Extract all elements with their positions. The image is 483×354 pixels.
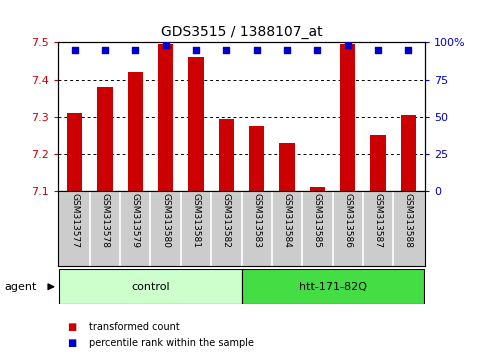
Bar (280, 143, 295, 191)
Bar (401, 115, 416, 191)
Bar (340, 44, 355, 191)
Text: control: control (131, 282, 170, 292)
Text: GSM313581: GSM313581 (191, 193, 200, 249)
Text: GSM313586: GSM313586 (343, 193, 352, 249)
Text: GSM313585: GSM313585 (313, 193, 322, 249)
Text: GDS3515 / 1388107_at: GDS3515 / 1388107_at (161, 25, 322, 39)
Point (374, 47, 382, 53)
Point (223, 47, 230, 53)
Text: GSM313588: GSM313588 (404, 193, 413, 249)
Text: GSM313580: GSM313580 (161, 193, 170, 249)
Point (313, 47, 321, 53)
Text: GSM313587: GSM313587 (373, 193, 383, 249)
Bar (219, 119, 234, 191)
Bar (128, 72, 143, 191)
Bar (249, 126, 264, 191)
Point (162, 42, 170, 48)
Point (101, 47, 109, 53)
Point (283, 47, 291, 53)
Text: agent: agent (5, 282, 37, 292)
Point (71, 47, 79, 53)
Text: GSM313578: GSM313578 (100, 193, 110, 249)
Point (404, 47, 412, 53)
Text: GSM313582: GSM313582 (222, 193, 231, 248)
Point (344, 42, 352, 48)
Bar (158, 44, 173, 191)
Text: ■: ■ (68, 322, 77, 332)
Text: ■: ■ (68, 338, 77, 348)
Text: percentile rank within the sample: percentile rank within the sample (89, 338, 255, 348)
Point (192, 47, 200, 53)
Text: GSM313583: GSM313583 (252, 193, 261, 249)
Bar (310, 187, 325, 191)
Text: htt-171-82Q: htt-171-82Q (298, 282, 367, 292)
Bar (188, 57, 203, 191)
Bar (242, 269, 424, 304)
Bar (98, 87, 113, 191)
Text: GSM313579: GSM313579 (131, 193, 140, 249)
Text: transformed count: transformed count (89, 322, 180, 332)
Text: GSM313584: GSM313584 (283, 193, 292, 248)
Bar (67, 113, 82, 191)
Point (131, 47, 139, 53)
Point (253, 47, 260, 53)
Bar (370, 135, 385, 191)
Text: GSM313577: GSM313577 (70, 193, 79, 249)
Bar (59, 269, 242, 304)
